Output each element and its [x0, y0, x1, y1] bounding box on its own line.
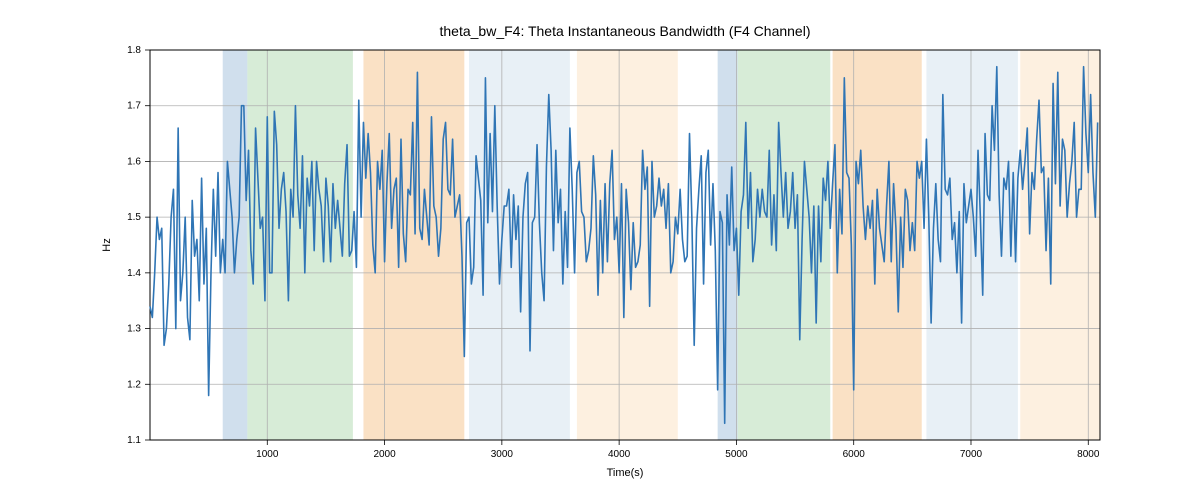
- xtick-label: 3000: [491, 449, 514, 460]
- xtick-label: 4000: [608, 449, 631, 460]
- ytick-label: 1.8: [127, 45, 141, 56]
- chart-container: 1000 2000 3000 4000 5000 6000 7000 8000 1.1 1.2 1.…: [0, 0, 1200, 500]
- xtick-label: 2000: [373, 449, 396, 460]
- band-region-4: [577, 50, 678, 440]
- ytick-label: 1.3: [127, 324, 141, 335]
- chart-title: theta_bw_F4: Theta Instantaneous Bandwid…: [440, 23, 811, 39]
- band-region-6: [738, 50, 831, 440]
- xtick-label: 7000: [960, 449, 983, 460]
- plot-area: 1000 2000 3000 4000 5000 6000 7000 8000 1.1 1.2 1.…: [127, 45, 1100, 460]
- ytick-label: 1.1: [127, 435, 141, 446]
- ytick-label: 1.6: [127, 156, 141, 167]
- band-region-7: [833, 50, 922, 440]
- ytick-label: 1.7: [127, 101, 141, 112]
- ytick-label: 1.2: [127, 379, 141, 390]
- y-axis-label: Hz: [101, 238, 113, 251]
- ytick-label: 1.4: [127, 268, 141, 279]
- line-chart: 1000 2000 3000 4000 5000 6000 7000 8000 1.1 1.2 1.…: [0, 0, 1200, 500]
- x-axis-label: Time(s): [607, 467, 644, 479]
- ytick-label: 1.5: [127, 212, 141, 223]
- xtick-label: 6000: [843, 449, 866, 460]
- band-region-2: [363, 50, 464, 440]
- xtick-label: 1000: [256, 449, 279, 460]
- xtick-label: 5000: [725, 449, 748, 460]
- xtick-label: 8000: [1077, 449, 1100, 460]
